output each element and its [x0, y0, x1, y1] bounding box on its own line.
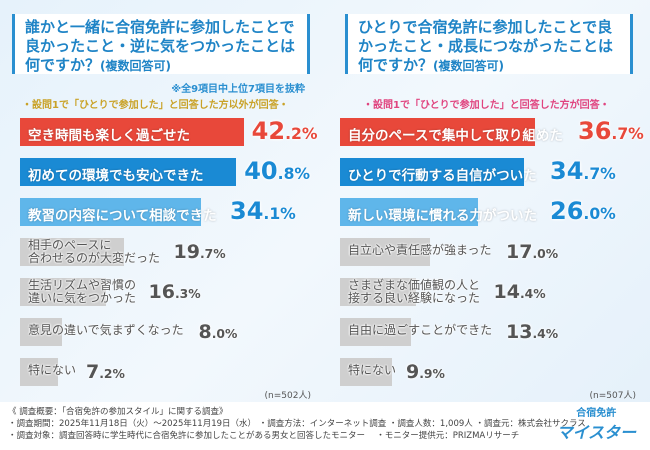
left-question-title: 誰かと一緒に合宿免許に参加したことで良かったこと・逆に気をつかったことは何ですか…	[12, 14, 310, 74]
bar-value: 40.8%	[244, 157, 311, 185]
footer-line-3: ・調査対象：調査回答時に学生時代に合宿免許に参加したことがある男女と回答したモニ…	[8, 431, 520, 441]
bar	[20, 278, 107, 306]
bar-value: 42.2%	[251, 117, 318, 145]
footer-line-2: ・調査期間：2025年11月18日（火）～2025年11月19日（水） ・調査方…	[8, 419, 586, 429]
bar-value: 7.2%	[86, 361, 125, 383]
right-chart-panel: ひとりで合宿免許に参加したことで良かったこと・成長につながったことは何ですか？(…	[325, 0, 650, 401]
left-note: ※全9項目中上位7項目を抜粋	[171, 84, 305, 95]
left-sample-size: (n=502人)	[264, 391, 311, 401]
brand-logo: 合宿免許 マイスター	[556, 404, 636, 443]
bar-value: 34.1%	[230, 197, 296, 225]
right-question-title: ひとりで合宿免許に参加したことで良かったこと・成長につながったことは何ですか？(…	[345, 14, 633, 74]
bar	[340, 118, 535, 146]
bar	[340, 158, 524, 186]
bar-label: 自立心や責任感が強まった	[348, 243, 492, 257]
bar-value: 17.0%	[506, 241, 559, 263]
bar	[20, 198, 201, 226]
bar	[340, 358, 393, 386]
bar-value: 14.4%	[493, 281, 546, 303]
bar	[20, 358, 59, 386]
right-subtitle: ・設問1で「ひとりで参加した」と回答した方が回答・	[363, 100, 610, 111]
bar-value: 19.7%	[173, 241, 226, 263]
left-subtitle: ・設問1で「ひとりで参加した」と回答した方以外が回答・	[22, 100, 289, 111]
bar-value: 8.0%	[198, 321, 238, 343]
footer-line-1: 《 調査概要：「合宿免許の参加スタイル」に関する調査》	[8, 407, 228, 417]
bar-value: 34.7%	[550, 157, 616, 185]
bar	[340, 198, 478, 226]
bar-label: 意見の違いで気まずくなった	[28, 323, 184, 337]
bar-label: 特にない	[348, 363, 397, 377]
right-sample-size: (n=507人)	[589, 391, 636, 401]
bar-label: 自分のペースで集中して取り組めた	[348, 128, 563, 144]
bar-value: 16.3%	[148, 281, 201, 303]
bar-label: 相手のペースに 合わせるのが大変だった	[28, 238, 161, 265]
bar-label: 特にない	[28, 363, 77, 377]
bar	[20, 318, 63, 346]
bar	[340, 238, 431, 266]
bar	[340, 278, 417, 306]
logo-line-1: 合宿免許	[576, 408, 617, 419]
logo-line-2: マイスター	[556, 423, 636, 442]
survey-footer: 《 調査概要：「合宿免許の参加スタイル」に関する調査》 ・調査期間：2025年1…	[0, 402, 650, 450]
left-chart-panel: 誰かと一緒に合宿免許に参加したことで良かったこと・逆に気をつかったことは何ですか…	[0, 0, 325, 401]
bar-label: 教習の内容について相談できた	[28, 208, 217, 224]
bar-label: 生活リズムや習慣の 違いに気をつかった	[28, 278, 137, 305]
bar-value: 36.7%	[578, 117, 644, 145]
bar-value: 9.9%	[406, 361, 445, 383]
bar-label: さまざまな価値観の人と 接する良い経験になった	[348, 278, 481, 305]
bar-value: 26.0%	[550, 197, 616, 225]
bar-label: 初めての環境でも安心できた	[28, 168, 204, 184]
bar-value: 13.4%	[506, 321, 559, 343]
bar-label: 新しい環境に慣れる力がついた	[348, 208, 537, 224]
bar-label: 空き時間も楽しく過ごせた	[28, 128, 190, 144]
bar-label: 自由に過ごすことができた	[348, 323, 493, 337]
bar	[20, 118, 244, 146]
bar	[20, 238, 125, 266]
bar	[340, 318, 412, 346]
bar	[20, 158, 237, 186]
bar-label: ひとりで行動する自信がついた	[348, 168, 537, 184]
